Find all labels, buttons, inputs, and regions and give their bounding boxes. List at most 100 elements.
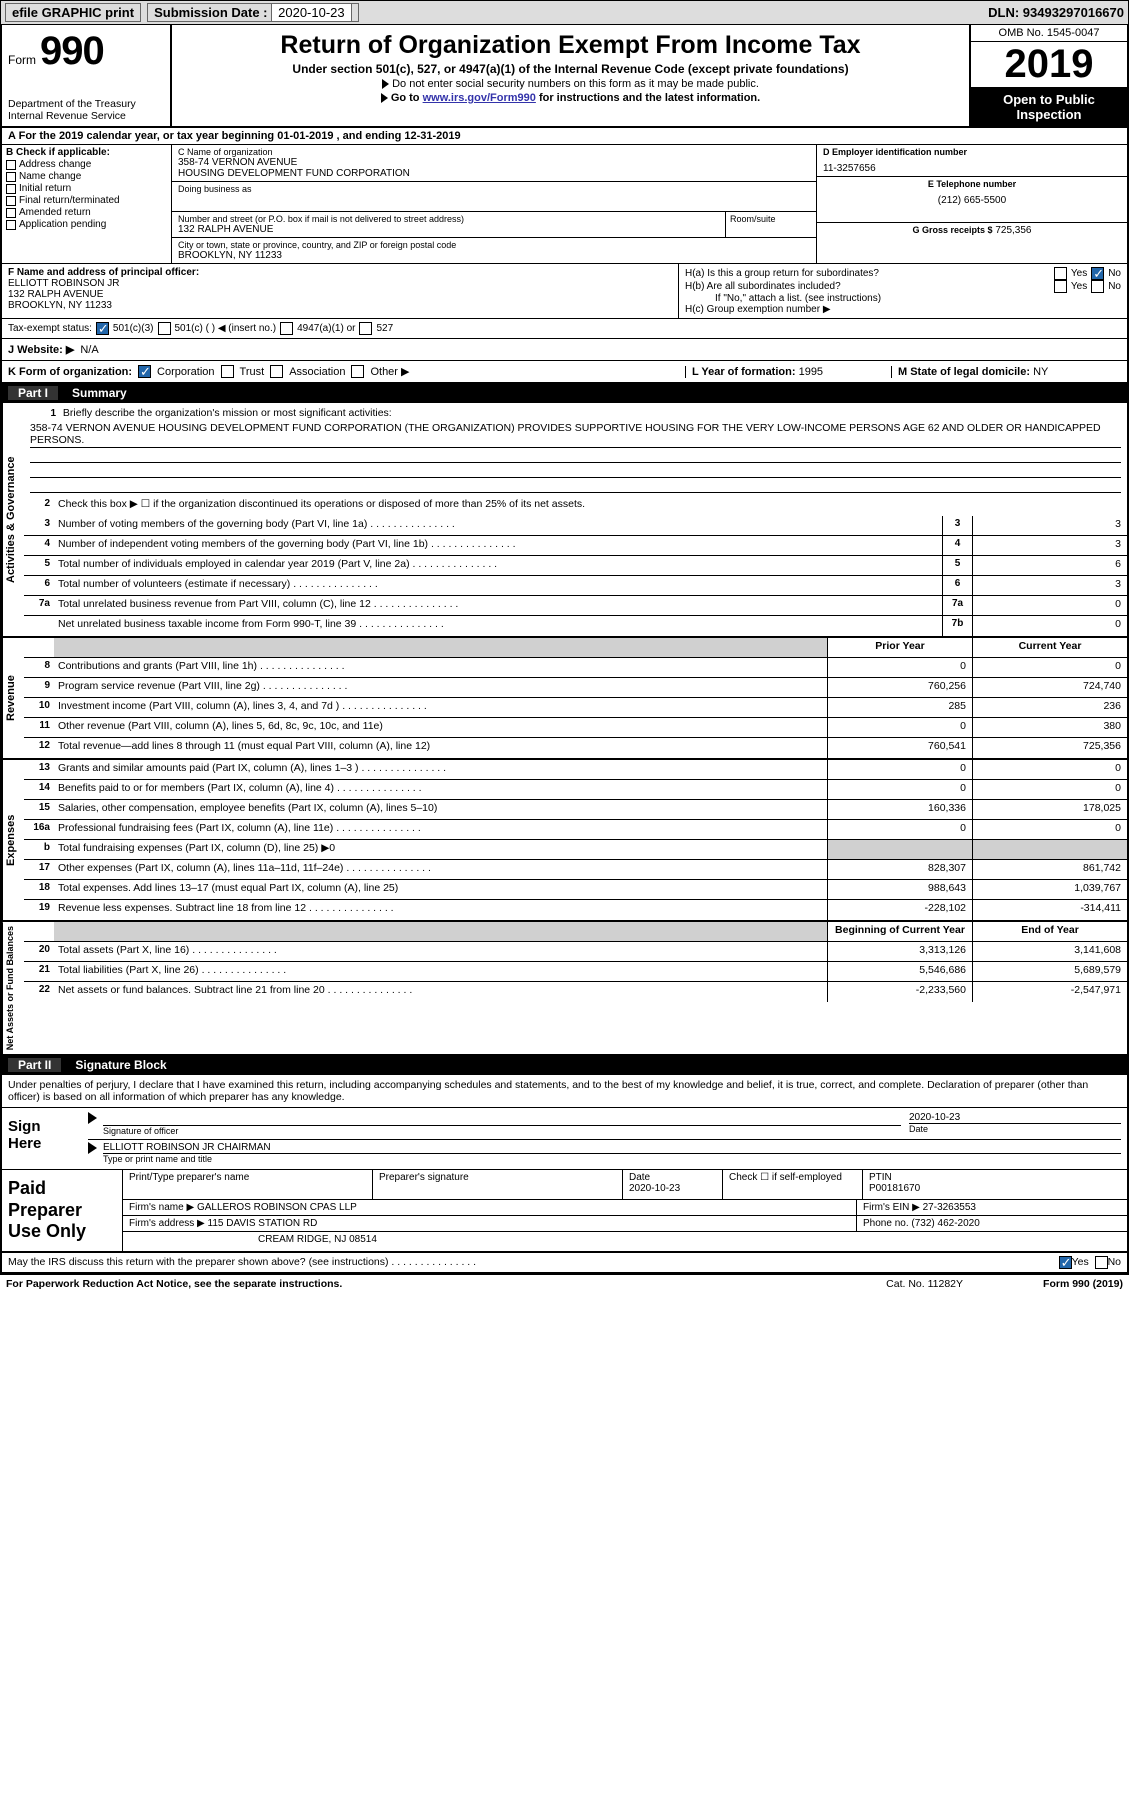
m-label: M State of legal domicile: xyxy=(898,366,1030,378)
website-row: J Website: ▶ N/A xyxy=(2,339,1127,361)
net-assets-section: Net Assets or Fund Balances Beginning of… xyxy=(2,922,1127,1055)
line-3-val: 3 xyxy=(972,516,1127,535)
firm-label: Firm's name ▶ xyxy=(129,1202,194,1213)
checkbox-icon[interactable] xyxy=(351,365,364,378)
prep-h5: PTIN xyxy=(869,1172,1121,1183)
line-15: Salaries, other compensation, employee b… xyxy=(54,800,827,819)
checkbox-icon[interactable] xyxy=(270,365,283,378)
prep-h4: Check ☐ if self-employed xyxy=(729,1172,856,1183)
part-2-num: Part II xyxy=(8,1058,61,1072)
checkbox-icon[interactable] xyxy=(158,322,171,335)
firm-addr2: CREAM RIDGE, NJ 08514 xyxy=(123,1232,1127,1247)
line-20: Total assets (Part X, line 16) xyxy=(54,942,827,961)
firm-name: GALLEROS ROBINSON CPAS LLP xyxy=(197,1202,357,1213)
checkbox-icon[interactable] xyxy=(359,322,372,335)
firm-addr-label: Firm's address ▶ xyxy=(129,1218,205,1229)
checkbox-icon[interactable] xyxy=(6,172,16,182)
submission-date-btn[interactable]: Submission Date : 2020-10-23 xyxy=(147,3,359,22)
prep-ptin: P00181670 xyxy=(869,1183,1121,1194)
arrow-icon xyxy=(88,1142,97,1154)
firm-ein: 27-3263553 xyxy=(923,1202,976,1213)
vtab-revenue: Revenue xyxy=(2,638,24,758)
prep-h1: Print/Type preparer's name xyxy=(129,1172,366,1183)
website-value: N/A xyxy=(80,344,98,356)
form-subtitle: Under section 501(c), 527, or 4947(a)(1)… xyxy=(180,62,961,76)
line-7a-val: 0 xyxy=(972,596,1127,615)
sign-here-label: Sign Here xyxy=(2,1108,82,1169)
info-block: B Check if applicable: Address change Na… xyxy=(2,145,1127,264)
vtab-net: Net Assets or Fund Balances xyxy=(2,922,24,1054)
form-word: Form xyxy=(8,53,36,67)
irs-link[interactable]: www.irs.gov/Form990 xyxy=(423,92,536,104)
officer-name: ELLIOTT ROBINSON JR xyxy=(8,278,672,289)
org-name-label: C Name of organization xyxy=(178,147,810,157)
pra-notice: For Paperwork Reduction Act Notice, see … xyxy=(6,1278,342,1290)
hb-note: If "No," attach a list. (see instruction… xyxy=(685,293,1121,304)
dba-label: Doing business as xyxy=(178,184,810,194)
calendar-year-line: A For the 2019 calendar year, or tax yea… xyxy=(2,128,1127,145)
officer-label: F Name and address of principal officer: xyxy=(8,267,672,278)
opt-addr-change: Address change xyxy=(19,159,91,170)
m-value: NY xyxy=(1033,366,1048,378)
vtab-activities: Activities & Governance xyxy=(2,403,24,636)
checkbox-checked-icon[interactable] xyxy=(138,365,151,378)
checkbox-icon[interactable] xyxy=(1054,280,1067,293)
ha-label: H(a) Is this a group return for subordin… xyxy=(685,268,1050,279)
part-1-header: Part I Summary xyxy=(2,383,1127,403)
line-14: Benefits paid to or for members (Part IX… xyxy=(54,780,827,799)
form-header: Form 990 Department of the Treasury Inte… xyxy=(2,25,1127,128)
opt-name-change: Name change xyxy=(19,171,81,182)
checkbox-icon[interactable] xyxy=(221,365,234,378)
prep-h3: Date xyxy=(629,1172,716,1183)
hc-label: H(c) Group exemption number ▶ xyxy=(685,304,1121,315)
part-2-header: Part II Signature Block xyxy=(2,1055,1127,1075)
tax-status-row: Tax-exempt status: 501(c)(3) 501(c) ( ) … xyxy=(2,319,1127,339)
checkbox-icon[interactable] xyxy=(6,208,16,218)
part-1-num: Part I xyxy=(8,386,58,400)
header-mid: Return of Organization Exempt From Incom… xyxy=(172,25,969,126)
ein-value: 11-3257656 xyxy=(823,157,1121,174)
line-4-val: 3 xyxy=(972,536,1127,555)
org-name-1: 358-74 VERNON AVENUE xyxy=(178,157,810,168)
form-title: Return of Organization Exempt From Incom… xyxy=(180,31,961,60)
submission-date: 2020-10-23 xyxy=(271,3,352,22)
checkbox-checked-icon[interactable] xyxy=(1059,1256,1072,1269)
omb-number: OMB No. 1545-0047 xyxy=(971,25,1127,42)
k-l-m-row: K Form of organization: Corporation Trus… xyxy=(2,361,1127,383)
paid-preparer-label: Paid Preparer Use Only xyxy=(2,1170,122,1251)
checkbox-icon[interactable] xyxy=(1054,267,1067,280)
mission-label: Briefly describe the organization's miss… xyxy=(63,407,392,419)
checkbox-icon[interactable] xyxy=(1095,1256,1108,1269)
prep-date: 2020-10-23 xyxy=(629,1183,716,1194)
prep-h2: Preparer's signature xyxy=(379,1172,616,1183)
line-3: Number of voting members of the governin… xyxy=(54,516,942,535)
sign-here-row: Sign Here Signature of officer 2020-10-2… xyxy=(2,1108,1127,1170)
checkbox-icon[interactable] xyxy=(6,160,16,170)
col-end: End of Year xyxy=(972,922,1127,941)
checkbox-icon[interactable] xyxy=(6,220,16,230)
line-16a: Professional fundraising fees (Part IX, … xyxy=(54,820,827,839)
efile-label[interactable]: efile GRAPHIC print xyxy=(5,3,141,22)
row-f-h: F Name and address of principal officer:… xyxy=(2,264,1127,319)
dln: DLN: 93493297016670 xyxy=(988,5,1124,20)
header-right: OMB No. 1545-0047 2019 Open to Public In… xyxy=(969,25,1127,126)
box-b: B Check if applicable: Address change Na… xyxy=(2,145,172,263)
checkbox-icon[interactable] xyxy=(6,184,16,194)
checkbox-icon[interactable] xyxy=(6,196,16,206)
phone-value: (212) 665-5500 xyxy=(823,189,1121,206)
city-label: City or town, state or province, country… xyxy=(178,240,810,250)
checkbox-checked-icon[interactable] xyxy=(96,322,109,335)
line-5: Total number of individuals employed in … xyxy=(54,556,942,575)
checkbox-icon[interactable] xyxy=(280,322,293,335)
col-current-year: Current Year xyxy=(972,638,1127,657)
line-12: Total revenue—add lines 8 through 11 (mu… xyxy=(54,738,827,758)
expenses-section: Expenses 13Grants and similar amounts pa… xyxy=(2,760,1127,922)
officer-addr: 132 RALPH AVENUE xyxy=(8,289,672,300)
page-footer: For Paperwork Reduction Act Notice, see … xyxy=(0,1275,1129,1293)
line-8: Contributions and grants (Part VIII, lin… xyxy=(54,658,827,677)
checkbox-checked-icon[interactable] xyxy=(1091,267,1104,280)
org-name-2: HOUSING DEVELOPMENT FUND CORPORATION xyxy=(178,168,810,179)
sig-date: 2020-10-23 xyxy=(909,1112,1121,1124)
dept-treasury: Department of the Treasury Internal Reve… xyxy=(8,98,164,122)
note-ssn: Do not enter social security numbers on … xyxy=(392,78,759,90)
